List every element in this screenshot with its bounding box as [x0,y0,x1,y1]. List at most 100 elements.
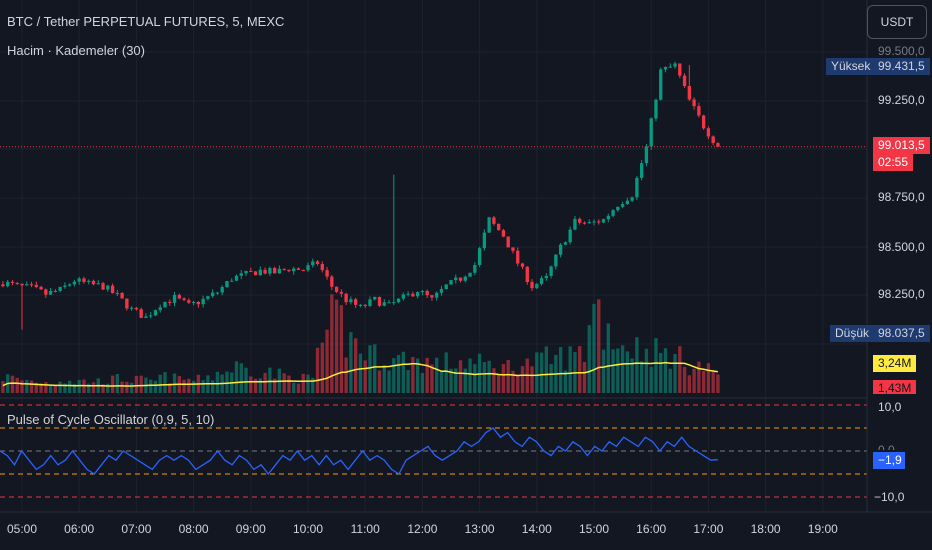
currency-button[interactable]: USDT [867,5,927,39]
candle-body [473,264,477,273]
volume-bar [301,373,305,393]
volume-bar [110,375,115,393]
candle-body [597,221,601,223]
time-label: 08:00 [178,522,209,536]
volume-bar [10,375,15,393]
volume-bar [1,381,5,393]
volume-bar [353,338,358,393]
time-label: 17:00 [693,522,724,536]
volume-bar [168,383,172,393]
candle-body [1,284,5,287]
candle-body [177,294,181,299]
volume-bar [258,378,263,393]
volume-bar [325,329,329,393]
volume-bar [468,358,472,393]
candle-body [330,276,334,287]
candle-body [444,284,448,290]
candle-body [187,300,191,303]
candle-body [697,106,701,116]
candle-body [110,285,115,294]
volume-bar [711,371,715,393]
candle-body [230,280,234,282]
volume-bar [244,367,248,393]
candle-body [325,270,329,277]
price-label-98750: 98.750,0 [878,190,925,204]
candle-body [339,291,344,294]
volume-bar [473,364,477,393]
candle-body [63,285,67,287]
candle-body [411,293,415,297]
candle-body [172,294,177,303]
volume-bar [63,383,67,393]
volume-bar [234,361,239,393]
volume-bar [630,358,634,393]
volume-bar [611,349,615,393]
volume-bar [454,368,458,393]
candle-body [87,280,91,282]
volume-tag: 1,43M [873,380,917,394]
volume-bar [578,346,582,393]
volume-bar [392,358,396,393]
volume-bar [482,362,487,393]
volume-bar [20,380,24,393]
candle-body [568,229,572,243]
volume-bar [635,337,639,393]
price-label-98500: 98.500,0 [878,240,925,254]
candle-body [382,302,386,306]
candle-body [711,136,715,144]
oscillator-title[interactable]: Pulse of Cycle Oscillator (0,9, 5, 10) [7,412,215,427]
candle-body [139,309,143,318]
time-label: 16:00 [636,522,667,536]
osc-value-tag: −1,9 [873,452,905,469]
volume-bar [320,342,324,393]
candle-body [311,261,315,266]
volume-bar [449,368,453,393]
high-label: Yüksek [826,58,876,75]
volume-bar [649,366,653,393]
volume-bar [444,352,448,393]
volume-bar [401,351,406,393]
volume-bar [272,378,277,393]
volume-bar [215,371,220,393]
candle-body [268,268,272,274]
candle-body [120,292,124,299]
candle-body [101,283,105,290]
volume-bar [673,354,677,393]
candle-body [182,298,186,301]
bar-countdown: 02:55 [873,154,914,171]
volume-bar [191,380,196,393]
volume-bar [296,383,301,393]
candle-body [168,301,172,303]
candle-body [225,281,229,288]
candle-body [353,299,358,305]
candle-body [701,115,706,129]
volume-bar [568,346,572,393]
volume-indicator-title[interactable]: Hacim · Kademeler (30) [7,43,145,58]
candle-body [558,244,563,255]
candle-body [463,276,467,281]
candle-body [134,307,139,310]
candle-body [620,204,625,207]
volume-bar [701,370,706,393]
low-value: 98.037,5 [873,325,930,342]
candle-body [67,284,72,286]
time-label: 13:00 [464,522,495,536]
candle-body [210,292,215,297]
volume-bar [330,294,334,393]
symbol-title[interactable]: BTC / Tether PERPETUAL FUTURES, 5, MEXC [7,14,285,29]
candle-body [587,222,591,224]
volume-bar [439,371,444,393]
volume-bar [544,346,549,393]
candle-body [244,270,248,274]
time-label: 18:00 [750,522,781,536]
volume-bar [268,367,272,393]
volume-bar [363,360,367,393]
time-label: 05:00 [6,522,38,536]
candle-body [77,278,81,282]
osc-level-upper: 10,0 [878,400,902,414]
volume-bar [697,361,701,393]
volume-bar [253,378,258,393]
candle-body [44,289,48,295]
volume-bar [387,370,391,393]
